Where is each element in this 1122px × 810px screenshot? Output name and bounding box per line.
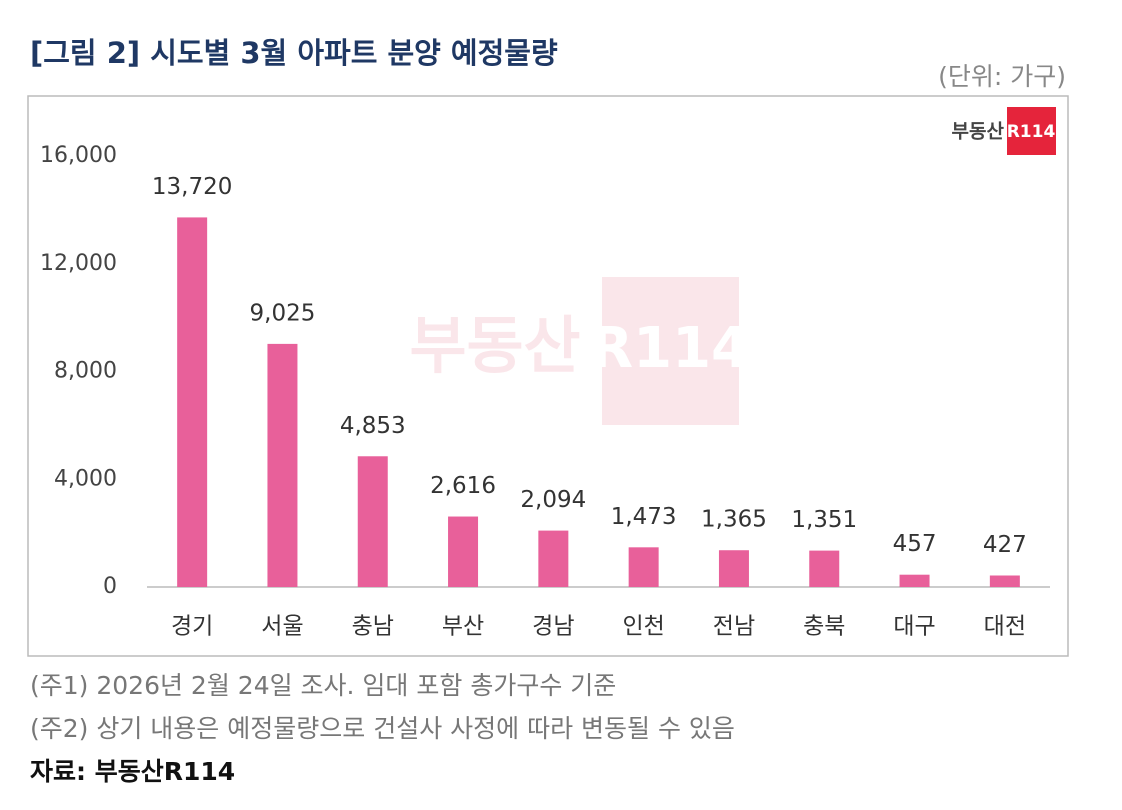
logo-badge [1007, 107, 1056, 155]
bar [809, 550, 840, 587]
chart-title: [그림 2] 시도별 3월 아파트 분양 예정물량 [30, 36, 558, 70]
x-tick-label: 서울 [261, 614, 303, 640]
x-tick-label: 경남 [532, 614, 574, 640]
y-tick-label: 0 [103, 574, 117, 599]
bar [628, 547, 659, 587]
watermark-text: 부동산 [409, 309, 580, 382]
value-label: 4,853 [340, 413, 406, 439]
x-tick-label: 충북 [803, 614, 845, 640]
x-tick-label: 충남 [352, 614, 394, 640]
value-label: 13,720 [152, 174, 232, 200]
value-label: 2,094 [520, 487, 586, 513]
x-tick-label: 전남 [713, 614, 755, 640]
bar [718, 550, 749, 587]
note: (주1) 2026년 2월 24일 조사. 임대 포함 총가구수 기준 [30, 671, 616, 700]
bar [899, 574, 930, 587]
bar [989, 575, 1020, 587]
note: (주2) 상기 내용은 예정물량으로 건설사 사정에 따라 변동될 수 있음 [30, 714, 735, 743]
logo-badge-text: R114 [1007, 122, 1056, 142]
bar [357, 456, 388, 587]
value-label: 1,365 [701, 507, 767, 533]
x-tick-label: 부산 [442, 614, 484, 640]
bar [538, 530, 569, 587]
x-tick-label: 경기 [171, 614, 213, 640]
logo-text: 부동산 [952, 121, 1005, 143]
x-tick-label: 대전 [984, 614, 1026, 640]
bar [448, 516, 479, 587]
value-label: 2,616 [430, 473, 496, 499]
watermark: 부동산 R114 [409, 277, 750, 425]
watermark-badge-text: R114 [590, 316, 750, 381]
x-tick-label: 대구 [893, 614, 935, 640]
value-label: 1,473 [611, 504, 677, 530]
y-tick-label: 12,000 [40, 251, 117, 276]
value-label: 427 [983, 532, 1027, 558]
y-tick-label: 4,000 [54, 466, 117, 491]
source: 자료: 부동산R114 [30, 757, 235, 786]
value-label: 9,025 [250, 300, 316, 326]
value-label: 1,351 [791, 507, 857, 533]
unit-label: (단위: 가구) [938, 62, 1066, 91]
x-tick-label: 인천 [622, 614, 664, 640]
y-tick-label: 8,000 [54, 359, 117, 384]
bar [177, 217, 208, 588]
bar [267, 343, 298, 587]
y-tick-label: 16,000 [40, 143, 117, 168]
watermark-badge [602, 277, 739, 425]
value-label: 457 [893, 531, 937, 557]
